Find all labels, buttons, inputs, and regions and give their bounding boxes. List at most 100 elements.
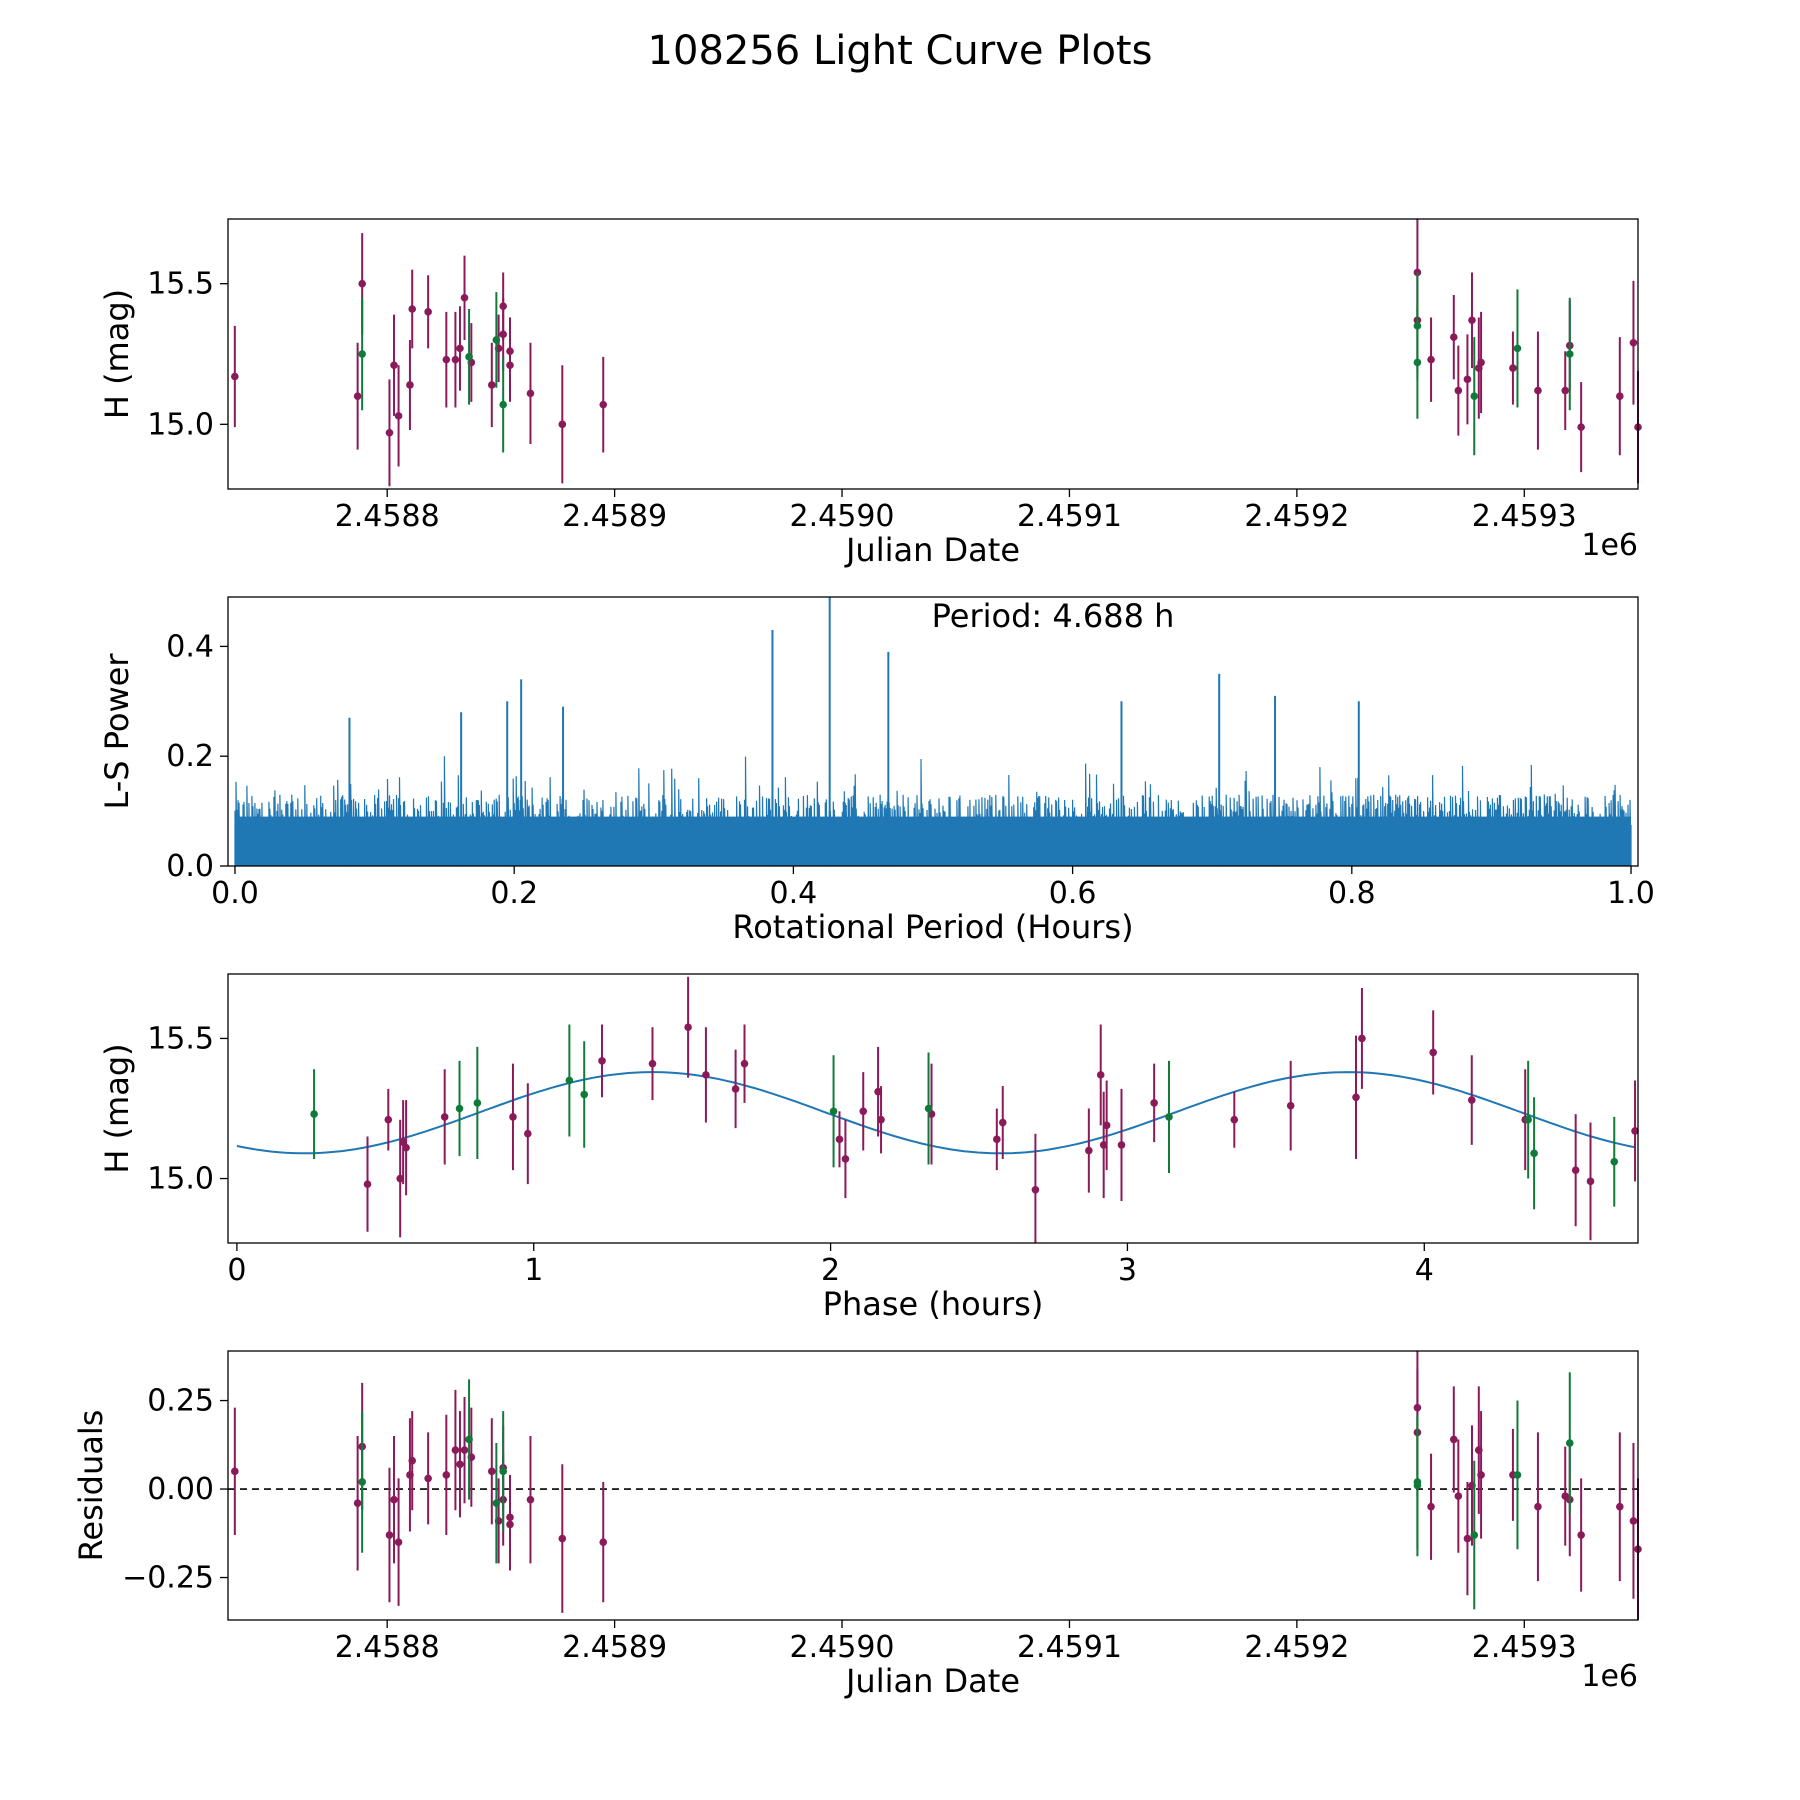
light-curve-panel: 2.4588 2.4589 2.4590 2.4591 2.4592 2.4593 15.0… [98,218,1642,569]
residuals-panel: 2.4588 2.4589 2.4590 2.4591 2.4592 2.4593 0.25… [72,1350,1642,1700]
purple-data-point [499,330,507,339]
purple-data-point [1286,1101,1295,1110]
x-tick-label: 2.4590 [790,1630,895,1665]
purple-data-point [231,372,239,381]
green-data-point [358,350,366,358]
x-offset-label: 1e6 [1581,528,1638,563]
green-data-point [358,1478,366,1486]
purple-data-point [506,1520,514,1529]
purple-data-point [1449,1435,1458,1444]
purple-data-point [406,381,414,389]
green-data-point [492,336,501,344]
purple-data-point [1358,1034,1366,1043]
y-tick-label: 15.0 [147,1162,214,1197]
y-axis-label: H (mag) [98,1043,136,1173]
purple-data-point [1631,1127,1639,1135]
purple-data-point [1454,1492,1463,1500]
x-tick-label: 0.8 [1328,876,1376,911]
purple-data-point [1577,423,1585,431]
purple-data-point [1629,338,1638,347]
x-axis-label: Phase (hours) [823,1285,1044,1323]
purple-data-point [1586,1177,1595,1186]
plot-frame [227,596,1639,867]
x-tick-label: 0.6 [1049,876,1097,911]
power-spectrum-fill [234,816,1632,866]
purple-data-point [231,1467,239,1476]
purple-data-point [442,355,451,364]
purple-data-point [488,1467,496,1476]
purple-data-point [1629,1517,1638,1525]
green-data-point [924,1104,933,1113]
purple-data-point [859,1107,868,1116]
green-data-point [492,1499,501,1507]
purple-data-point [998,1118,1007,1127]
green-data-point [1565,1439,1574,1447]
green-data-point [565,1076,574,1085]
purple-data-point [558,420,567,429]
green-data-point [473,1099,482,1107]
green-data-point [310,1110,318,1118]
purple-data-point [451,355,460,364]
purple-data-point [1616,392,1624,400]
green-data-point [465,1435,473,1444]
purple-data-point [442,1471,451,1479]
green-data-point [829,1107,838,1116]
green-data-point [465,353,473,361]
purple-data-point [506,361,514,370]
purple-data-point [460,293,469,302]
purple-data-point [731,1085,740,1093]
plot-frame [227,1350,1639,1621]
purple-data-point [1561,386,1570,395]
x-tick-label: 2.4588 [335,1630,440,1665]
model-fit-curve [236,1071,1636,1155]
purple-data-point [740,1059,749,1068]
purple-data-point [399,1138,407,1146]
purple-data-point [648,1059,657,1068]
purple-data-point [509,1113,517,1121]
purple-data-point [1463,1534,1472,1543]
purple-data-point [1150,1099,1158,1107]
purple-data-point [993,1135,1001,1144]
purple-data-point [1427,355,1435,364]
purple-data-point [598,1057,606,1065]
purple-data-point [451,1446,460,1454]
y-tick-label: 0.25 [147,1384,214,1419]
purple-data-point [1571,1166,1580,1174]
x-tick-label: 2.4591 [1017,499,1122,534]
y-axis-label: L-S Power [98,653,136,810]
purple-data-point [456,1460,464,1469]
purple-data-point [394,1538,403,1546]
purple-data-point [1509,364,1517,372]
x-axis-label: Julian Date [844,531,1020,569]
y-tick-label: 15.5 [147,267,214,302]
green-data-point [1470,1531,1479,1539]
purple-data-point [396,1174,404,1183]
purple-data-point [440,1113,449,1121]
phased-curve-panel: 0 1 2 3 4 15.0 15.5 Phase (hours) H (mag) [98,973,1639,1323]
x-tick-label: 2.4592 [1244,499,1349,534]
purple-data-point [526,389,535,398]
x-tick-label: 3 [1118,1253,1137,1288]
purple-data-point [1616,1502,1624,1511]
purple-data-point [1454,386,1463,395]
purple-data-point [488,381,496,389]
x-tick-label: 2.4592 [1244,1630,1349,1665]
purple-data-point [702,1071,710,1079]
purple-data-point [456,344,464,353]
plot-frame [227,973,1639,1244]
green-data-point [1470,392,1479,400]
purple-data-point [1468,316,1476,325]
purple-data-point [1467,1096,1476,1104]
x-tick-label: 0.2 [490,876,538,911]
purple-data-point [390,1495,398,1504]
green-data-point [1524,1115,1532,1124]
purple-data-point [841,1155,850,1163]
purple-data-point [353,1499,362,1507]
x-tick-label: 2.4593 [1472,499,1577,534]
purple-data-point [1477,1471,1485,1479]
purple-data-point [1096,1071,1105,1079]
y-tick-label: 0.2 [166,739,214,774]
purple-data-point [1429,1048,1437,1057]
green-data-point [1513,1471,1522,1479]
purple-data-point [1534,386,1542,395]
